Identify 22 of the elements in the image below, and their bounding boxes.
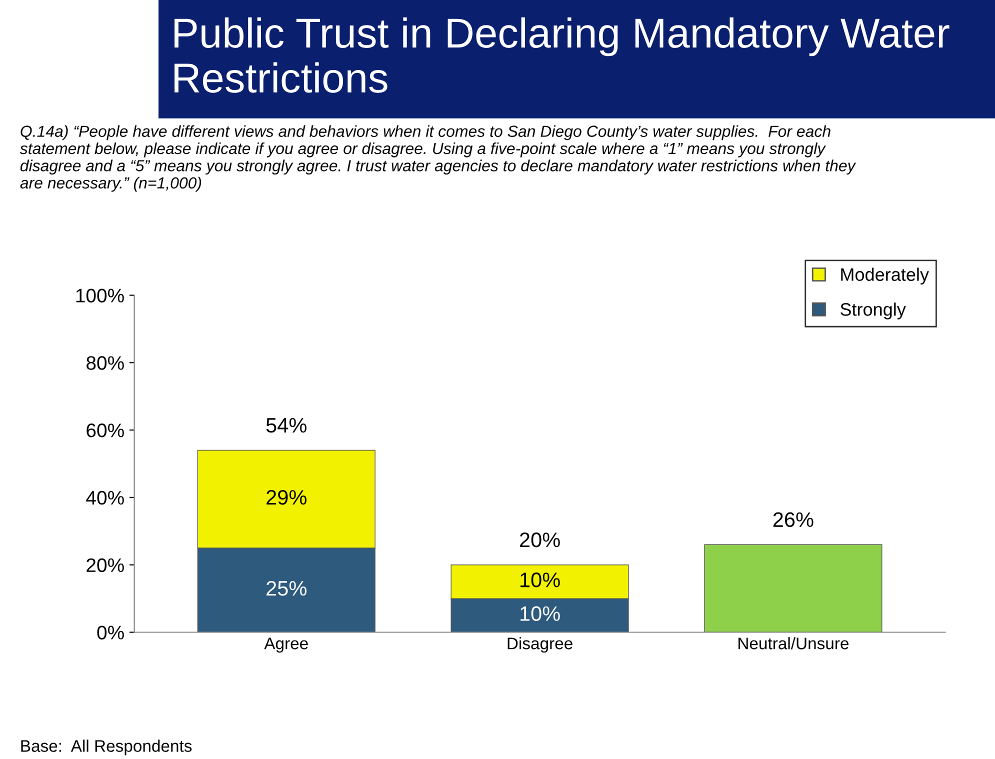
legend-label: Strongly <box>840 302 906 320</box>
x-tick-label: Neutral/Unsure <box>738 637 849 650</box>
y-tick-label: 20% <box>86 558 124 572</box>
y-tick-label: 60% <box>86 424 124 438</box>
chart-title: Public Trust in Declaring Mandatory Water Restrictions <box>174 17 950 93</box>
y-tick-label: 100% <box>76 288 124 302</box>
bar <box>704 544 882 632</box>
total-label: 26% <box>773 512 814 528</box>
data-label: 25% <box>266 580 306 596</box>
data-label: 29% <box>266 490 306 505</box>
y-tick-label: 80% <box>86 356 124 370</box>
y-tick-label: 40% <box>86 490 124 505</box>
chart-subtitle: Q.14a) “People have different views and behaviors when it comes to San Diego County’s water supplies. For each statement below, please indicate if you agree or disagree. Using a five-point scale where a “1” means you strongly disagree and a “5” means you strongly agree. I trust water agencies to declare mandatory water restrictions when they are necessary.” (n=1,000) <box>20 125 856 192</box>
x-tick-label: Agree <box>264 638 308 653</box>
total-label: 54% <box>266 418 306 433</box>
total-label: 20% <box>520 532 560 548</box>
y-tick-label: 0% <box>97 626 124 640</box>
data-label: 10% <box>520 572 560 588</box>
x-tick-label: Disagree <box>508 637 572 653</box>
data-label: 10% <box>520 606 560 621</box>
text: Base: All Respondents <box>21 740 192 756</box>
legend-label: Moderately <box>841 268 929 285</box>
